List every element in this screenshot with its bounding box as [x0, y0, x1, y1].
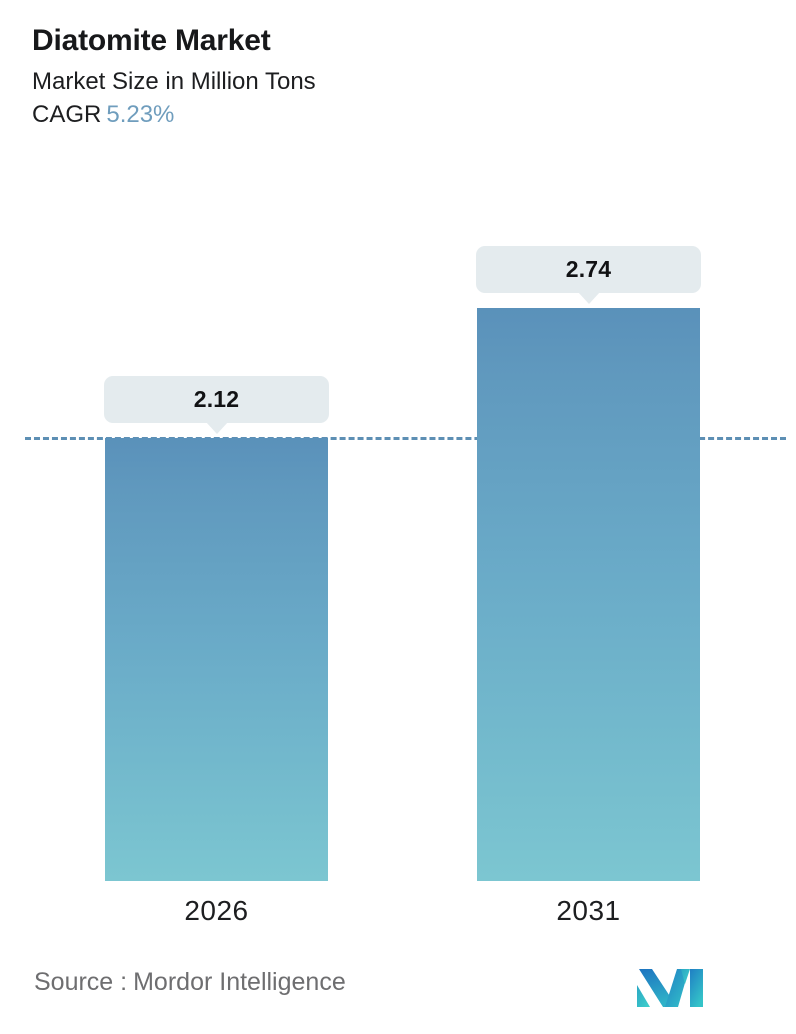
reference-dashed-line	[25, 437, 786, 440]
source-label: Source :	[34, 968, 128, 996]
cagr-value: 5.23%	[106, 101, 175, 129]
mordor-intelligence-logo-icon	[637, 963, 705, 1013]
bar-2031[interactable]	[477, 308, 700, 881]
chart-subtitle: Market Size in Million Tons	[32, 67, 316, 95]
value-label-2026-text: 2.12	[193, 386, 240, 412]
bar-2026[interactable]	[105, 438, 328, 881]
source-name: Mordor Intelligence	[133, 968, 346, 996]
x-axis-label-2026: 2026	[184, 895, 249, 926]
page-title: Diatomite Market	[32, 24, 271, 57]
value-label-2031: 2.74	[476, 246, 701, 293]
cagr-line: CAGR 5.23%	[32, 99, 752, 131]
value-label-2026: 2.12	[104, 376, 329, 423]
cagr-label: CAGR	[32, 101, 102, 129]
source-attribution: Source : Mordor Intelligence	[34, 968, 346, 997]
value-label-2031-text: 2.74	[565, 256, 612, 282]
x-axis-label-2031: 2031	[556, 895, 621, 926]
chart-header: Diatomite Market Market Size in Million …	[32, 22, 752, 131]
